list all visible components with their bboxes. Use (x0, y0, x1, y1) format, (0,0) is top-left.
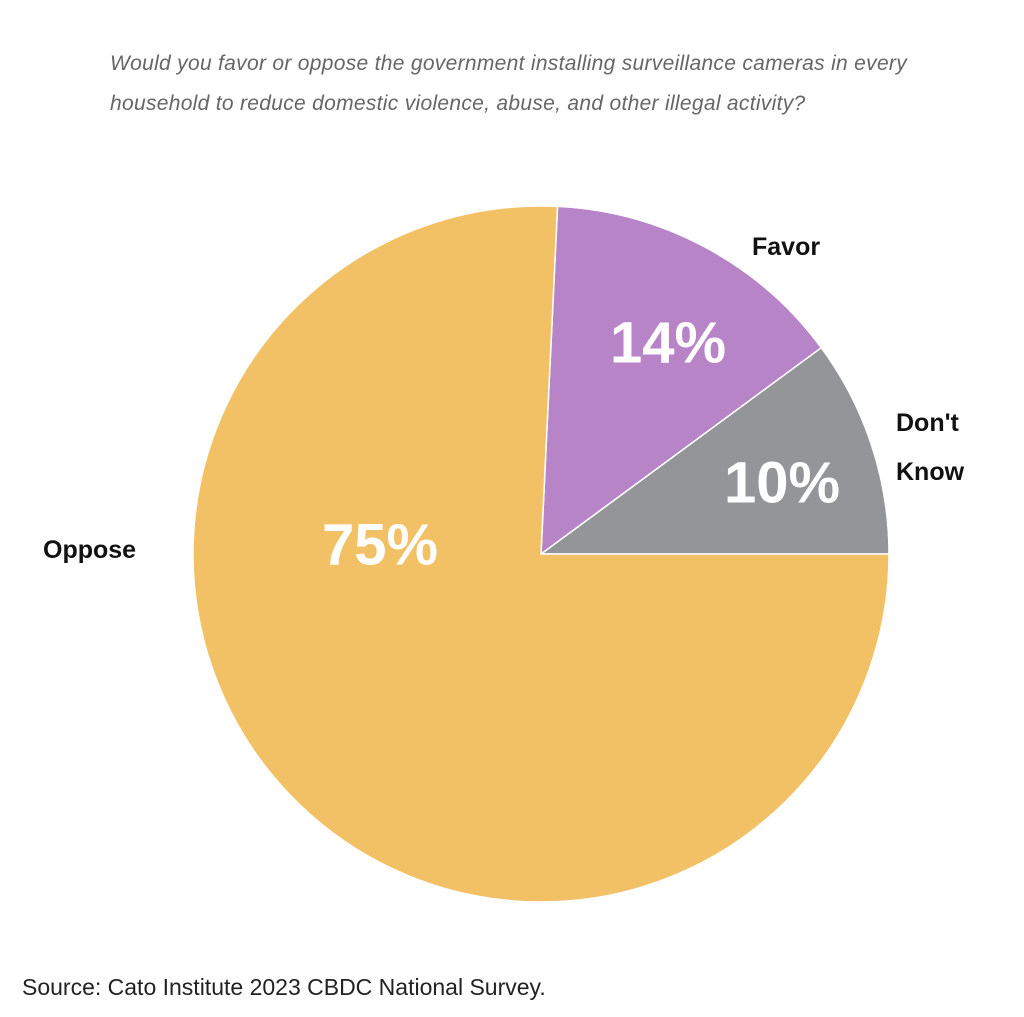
pie-slice (540, 205, 823, 556)
pie-slice (192, 205, 890, 903)
value-label: 14% (609, 310, 727, 376)
category-label: Favor (752, 233, 821, 261)
value-label: 10% (723, 450, 841, 516)
pie-slice (538, 346, 890, 555)
value-label: 75% (321, 512, 439, 578)
category-label: Oppose (43, 536, 137, 564)
category-label: Don't Know (896, 409, 965, 486)
chart-title: Would you favor or oppose the government… (110, 52, 908, 115)
source: Source: Cato Institute 2023 CBDC Nationa… (22, 974, 546, 1000)
